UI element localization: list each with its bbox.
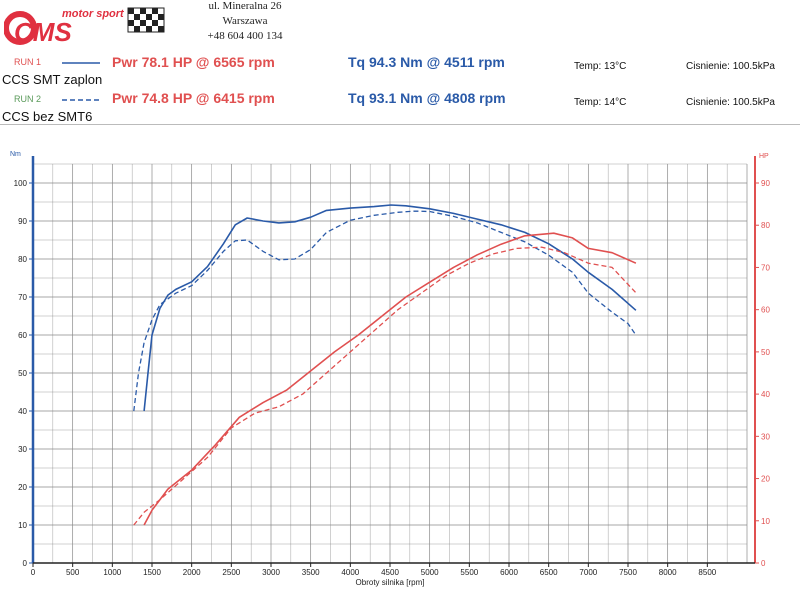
left-tick-label: 10 [18, 521, 27, 530]
x-tick-label: 4500 [381, 568, 399, 577]
right-tick-label: 80 [761, 221, 770, 230]
run2-power: Pwr 74.8 HP @ 6415 rpm [112, 90, 275, 106]
x-tick-label: 8000 [659, 568, 677, 577]
x-tick-label: 500 [66, 568, 80, 577]
run1-temp: Temp: 13°C [574, 61, 627, 72]
logo-ring [3, 11, 37, 45]
run1-line-sample [62, 62, 100, 64]
right-tick-label: 90 [761, 179, 770, 188]
left-tick-label: 100 [14, 179, 28, 188]
right-tick-label: 30 [761, 432, 770, 441]
series-torque-run1-line [143, 204, 637, 412]
checkered-flag-icon [127, 7, 165, 33]
left-tick-label: 40 [18, 407, 27, 416]
run2-line-sample [62, 99, 100, 101]
x-tick-label: 4000 [341, 568, 359, 577]
right-tick-label: 40 [761, 390, 770, 399]
x-tick-label: 1500 [143, 568, 161, 577]
run1-description: CCS SMT zaplon [2, 72, 103, 87]
series-power-run2-line [133, 246, 637, 526]
right-tick-label: 60 [761, 306, 770, 315]
address-line1: ul. Mineralna 26 [208, 0, 282, 12]
cms-logo-graphic: CMS motor sport [3, 7, 165, 47]
x-axis-label: Obroty silnika [rpm] [356, 578, 425, 587]
series-torque-run2-line [133, 210, 637, 412]
left-tick-label: 80 [18, 255, 27, 264]
left-tick-label: 0 [23, 559, 28, 568]
x-tick-label: 6000 [500, 568, 518, 577]
run1-tag: RUN 1 [14, 57, 42, 67]
x-tick-label: 1000 [103, 568, 121, 577]
left-tick-label: 70 [18, 293, 27, 302]
run2-pressure: Cisnienie: 100.5kPa [686, 97, 775, 108]
right-tick-label: 70 [761, 263, 770, 272]
x-tick-label: 7500 [619, 568, 637, 577]
run2-description: CCS bez SMT6 [2, 109, 93, 124]
right-axis-unit: HP [759, 153, 769, 160]
address-line2: Warszawa [222, 15, 268, 27]
x-tick-label: 3500 [302, 568, 320, 577]
run2-tag: RUN 2 [14, 94, 42, 104]
left-tick-label: 90 [18, 217, 27, 226]
left-tick-label: 50 [18, 369, 27, 378]
x-tick-label: 2500 [222, 568, 240, 577]
x-tick-label: 3000 [262, 568, 280, 577]
x-tick-label: 5500 [460, 568, 478, 577]
right-tick-label: 20 [761, 475, 770, 484]
logo-letters: CMS [14, 17, 72, 46]
x-tick-label: 2000 [183, 568, 201, 577]
left-axis-unit: Nm [10, 151, 21, 158]
header-divider [0, 124, 800, 125]
run2-torque: Tq 93.1 Nm @ 4808 rpm [348, 90, 506, 106]
run1-torque: Tq 94.3 Nm @ 4511 rpm [348, 54, 505, 70]
run1-power: Pwr 78.1 HP @ 6565 rpm [112, 54, 275, 70]
left-tick-label: 30 [18, 445, 27, 454]
x-tick-label: 8500 [698, 568, 716, 577]
left-tick-label: 20 [18, 483, 27, 492]
left-tick-label: 60 [18, 331, 27, 340]
run1-pressure: Cisnienie: 100.5kPa [686, 61, 775, 72]
phone-number: +48 604 400 134 [207, 30, 283, 42]
series-power-run1-line [143, 232, 637, 526]
x-tick-label: 0 [31, 568, 36, 577]
company-logo: CMS motor sport [3, 4, 174, 47]
right-tick-label: 10 [761, 517, 770, 526]
x-tick-label: 6500 [540, 568, 558, 577]
x-tick-label: 7000 [579, 568, 597, 577]
x-tick-label: 5000 [421, 568, 439, 577]
right-tick-label: 50 [761, 348, 770, 357]
logo-motorsport-text: motor sport [62, 8, 125, 20]
run2-temp: Temp: 14°C [574, 97, 627, 108]
right-tick-label: 0 [761, 559, 766, 568]
